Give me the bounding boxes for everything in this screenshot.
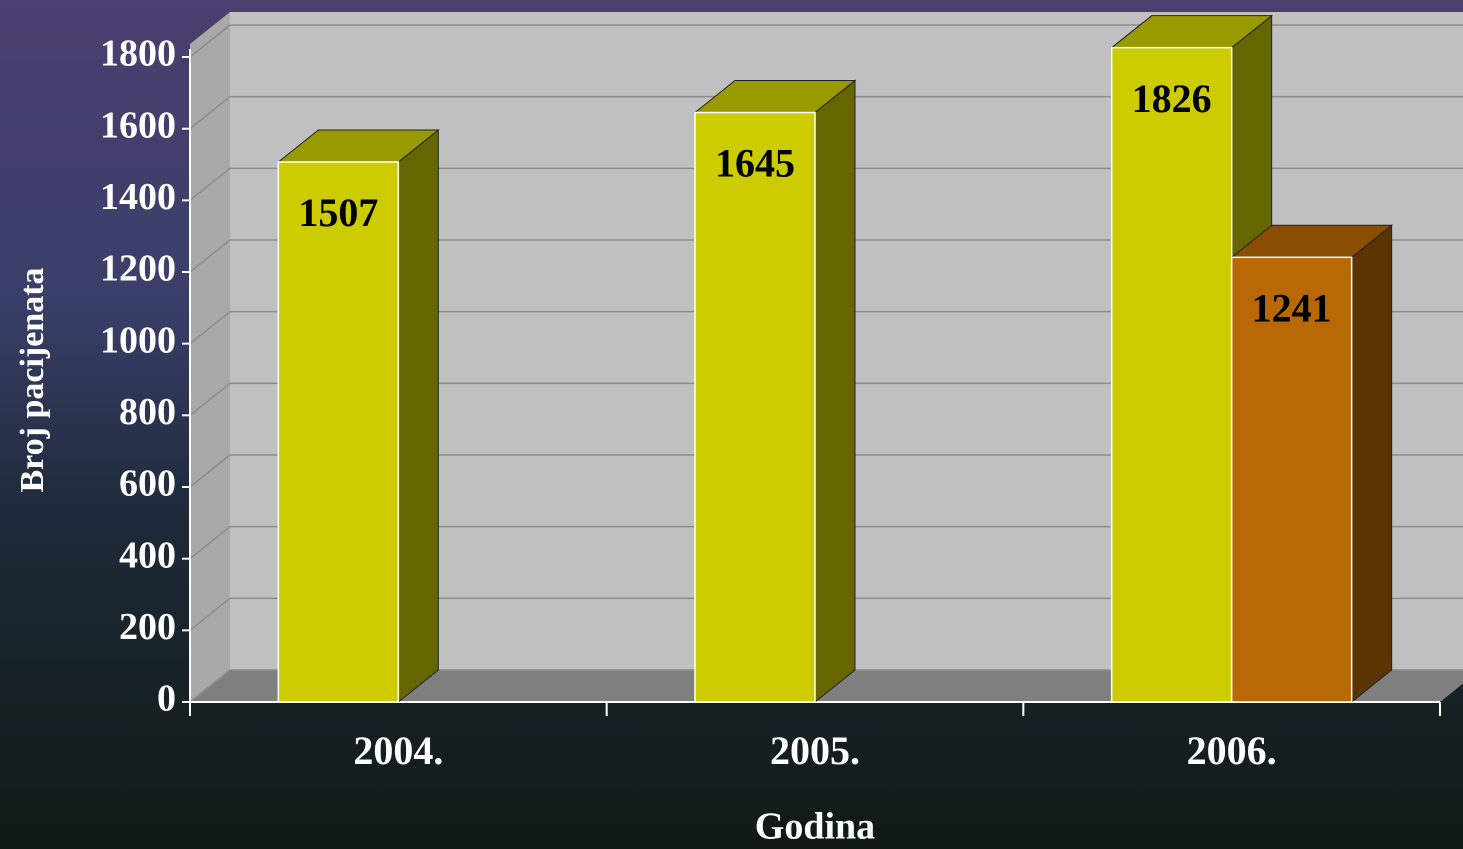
x-tick-label: 2004. (353, 728, 443, 773)
bar (1110, 46, 1233, 703)
y-tick-label: 1800 (100, 33, 176, 75)
y-tick-label: 0 (157, 678, 176, 720)
y-tick-label: 200 (119, 606, 176, 648)
y-tick-label: 400 (119, 534, 176, 576)
y-tick-label: 1000 (100, 319, 176, 361)
x-tick-label: 2005. (770, 728, 860, 773)
bar-group: 1241 (1230, 224, 1394, 704)
left-wall (190, 12, 230, 702)
bar-side (397, 128, 439, 704)
grid-line-side (189, 454, 231, 488)
data-label: 1826 (1132, 76, 1212, 121)
grid-line-side (189, 382, 231, 416)
bar (277, 161, 400, 703)
y-tick-label: 800 (119, 391, 176, 433)
bar (1230, 256, 1353, 703)
grid-line-side (189, 311, 231, 345)
bar-side (814, 79, 856, 704)
data-label: 1507 (298, 190, 378, 235)
grid-line-side (189, 669, 231, 703)
y-tick-label: 1400 (100, 176, 176, 218)
grid-line-side (189, 239, 231, 273)
bar-side (1351, 224, 1393, 704)
bar-group: 1507 (276, 128, 440, 704)
grid-line-side (189, 597, 231, 631)
bar-group: 1645 (693, 79, 857, 704)
y-tick-label: 1600 (100, 104, 176, 146)
data-label: 1241 (1252, 285, 1332, 330)
x-axis-title: Godina (755, 806, 875, 848)
grid-line-side (189, 167, 231, 201)
x-tick-label: 2006. (1187, 728, 1277, 773)
bar (694, 111, 816, 703)
y-axis-title: Broj pacijenata (14, 267, 51, 492)
grid-line-side (189, 526, 231, 560)
data-label: 1645 (715, 141, 795, 186)
y-tick-label: 600 (119, 463, 176, 505)
grid-line-side (189, 24, 231, 58)
grid-line-side (189, 96, 231, 130)
y-tick-label: 1200 (100, 248, 176, 290)
